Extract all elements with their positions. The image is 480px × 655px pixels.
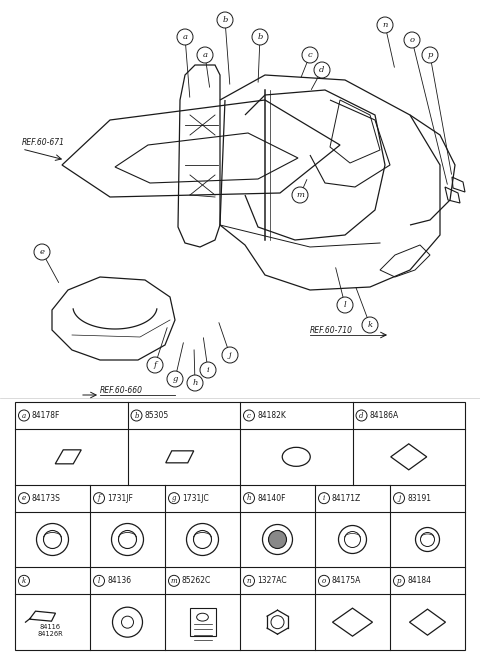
Text: 84175A: 84175A — [332, 576, 361, 586]
Text: 84126R: 84126R — [37, 631, 63, 637]
Text: 85305: 85305 — [144, 411, 169, 420]
Text: 85262C: 85262C — [182, 576, 211, 586]
Text: REF.60-660: REF.60-660 — [100, 386, 143, 395]
Circle shape — [19, 493, 29, 504]
Circle shape — [197, 47, 213, 63]
Text: d: d — [359, 411, 364, 419]
Text: e: e — [22, 494, 26, 502]
Circle shape — [243, 410, 254, 421]
Text: b: b — [134, 411, 139, 419]
Text: j: j — [398, 494, 400, 502]
Circle shape — [377, 17, 393, 33]
Circle shape — [362, 317, 378, 333]
Text: l: l — [344, 301, 346, 309]
Bar — [15, 402, 465, 650]
Text: k: k — [367, 321, 372, 329]
Text: REF.60-671: REF.60-671 — [22, 138, 65, 147]
Circle shape — [147, 357, 163, 373]
Circle shape — [319, 575, 329, 586]
Text: REF.60-710: REF.60-710 — [310, 326, 353, 335]
Text: 84136: 84136 — [107, 576, 131, 586]
Text: p: p — [427, 51, 432, 59]
Text: 1327AC: 1327AC — [257, 576, 287, 586]
Circle shape — [337, 297, 353, 313]
Text: 84116: 84116 — [40, 624, 61, 630]
Circle shape — [167, 371, 183, 387]
Text: l: l — [98, 577, 100, 585]
Text: i: i — [323, 494, 325, 502]
Circle shape — [252, 29, 268, 45]
Circle shape — [422, 47, 438, 63]
Circle shape — [19, 575, 29, 586]
Text: e: e — [39, 248, 45, 256]
Text: c: c — [247, 411, 251, 419]
Text: j: j — [228, 351, 231, 359]
Text: p: p — [397, 577, 401, 585]
Text: a: a — [182, 33, 188, 41]
Text: 1731JC: 1731JC — [182, 494, 209, 502]
Text: k: k — [22, 577, 26, 585]
Text: f: f — [154, 361, 156, 369]
Text: m: m — [171, 577, 177, 585]
Bar — [190, 608, 216, 636]
Circle shape — [200, 362, 216, 378]
Text: h: h — [192, 379, 198, 387]
Circle shape — [243, 493, 254, 504]
Circle shape — [217, 12, 233, 28]
Circle shape — [268, 531, 287, 548]
Circle shape — [314, 62, 330, 78]
Circle shape — [222, 347, 238, 363]
Text: o: o — [409, 36, 415, 44]
Circle shape — [292, 187, 308, 203]
Text: f: f — [98, 494, 100, 502]
Circle shape — [131, 410, 142, 421]
Circle shape — [243, 575, 254, 586]
Text: 84140F: 84140F — [257, 494, 286, 502]
Text: a: a — [203, 51, 207, 59]
Text: 84184: 84184 — [407, 576, 431, 586]
Text: a: a — [22, 411, 26, 419]
Text: 83191: 83191 — [407, 494, 431, 502]
Text: h: h — [247, 494, 251, 502]
Text: 84182K: 84182K — [257, 411, 286, 420]
Circle shape — [319, 493, 329, 504]
Text: b: b — [222, 16, 228, 24]
Circle shape — [394, 493, 405, 504]
Circle shape — [19, 410, 29, 421]
Circle shape — [177, 29, 193, 45]
Text: 84186A: 84186A — [370, 411, 399, 420]
Text: 84173S: 84173S — [32, 494, 61, 502]
Text: d: d — [319, 66, 324, 74]
Text: g: g — [172, 375, 178, 383]
Text: n: n — [247, 577, 251, 585]
Circle shape — [168, 493, 180, 504]
Circle shape — [394, 575, 405, 586]
Circle shape — [356, 410, 367, 421]
Text: 1731JF: 1731JF — [107, 494, 133, 502]
Text: o: o — [322, 577, 326, 585]
Circle shape — [187, 375, 203, 391]
Text: m: m — [296, 191, 304, 199]
Circle shape — [94, 575, 105, 586]
Text: n: n — [382, 21, 388, 29]
Text: 84171Z: 84171Z — [332, 494, 361, 502]
Text: 84178F: 84178F — [32, 411, 60, 420]
Text: b: b — [257, 33, 263, 41]
Circle shape — [94, 493, 105, 504]
Circle shape — [34, 244, 50, 260]
Text: i: i — [207, 366, 209, 374]
Circle shape — [302, 47, 318, 63]
Circle shape — [168, 575, 180, 586]
Text: c: c — [308, 51, 312, 59]
Text: g: g — [172, 494, 176, 502]
Circle shape — [404, 32, 420, 48]
